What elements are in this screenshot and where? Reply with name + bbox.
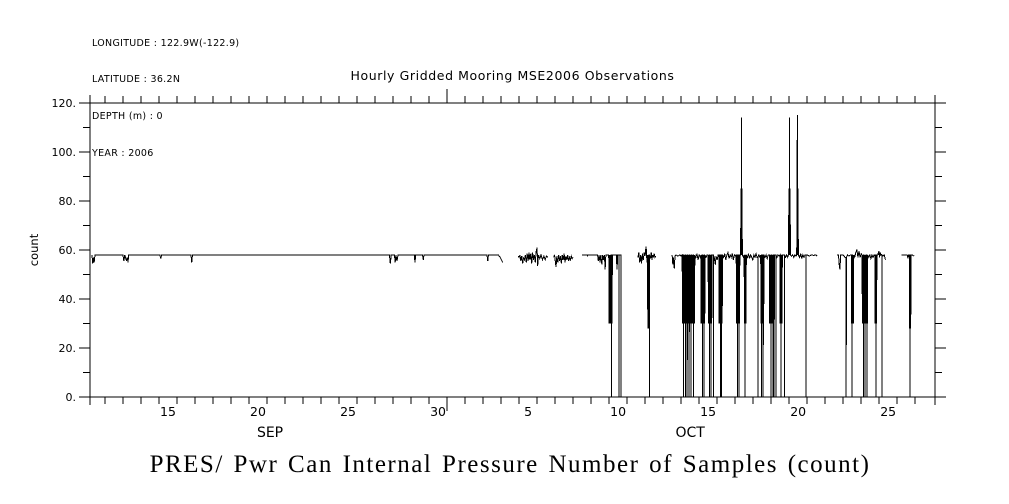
station-metadata: LONGITUDE : 122.9W(-122.9) LATITUDE : 36… [92,13,239,185]
metadata-year: YEAR : 2006 [92,148,154,160]
data-series-polyline [553,253,574,268]
data-series-polyline [836,248,886,398]
plot-title: Hourly Gridded Mooring MSE2006 Observati… [350,68,675,83]
data-series-polyline [517,247,549,266]
data-series-polyline [91,254,504,264]
x-axis-tick-label: 10 [610,404,626,419]
metadata-longitude: LONGITUDE : 122.9W(-122.9) [92,37,240,49]
x-axis-tick-label: 25 [340,404,356,419]
x-axis-tick-label: 20 [250,404,266,419]
y-axis-tick-label: 80. [59,195,77,208]
x-axis-tick-label: 25 [880,404,896,419]
metadata-depth: DEPTH (m) : 0 [92,111,163,123]
plot-caption: PRES/ Pwr Can Internal Pressure Number o… [149,451,871,478]
x-axis-tick-label: 5 [524,404,532,419]
data-series-polyline [901,254,915,398]
x-axis-tick-label: 15 [160,404,176,419]
metadata-latitude: LATITUDE : 36.2N [92,74,181,86]
data-series-polyline [671,115,818,398]
x-axis-tick-label: 15 [700,404,716,419]
y-axis-tick-label: 0. [66,391,77,404]
y-axis-tick-label: 100. [52,146,77,159]
data-series-polyline [582,254,622,398]
month-label: OCT [675,425,705,441]
data-series-polyline [637,246,657,398]
y-axis-title: count [27,233,41,266]
y-axis-tick-label: 40. [59,293,77,306]
y-axis-tick-label: 120. [52,97,77,110]
x-axis-tick-label: 30 [430,404,446,419]
y-axis-tick-label: 20. [59,342,77,355]
x-axis-tick-label: 20 [790,404,806,419]
y-axis-tick-label: 60. [59,244,77,257]
month-label: SEP [257,425,283,441]
